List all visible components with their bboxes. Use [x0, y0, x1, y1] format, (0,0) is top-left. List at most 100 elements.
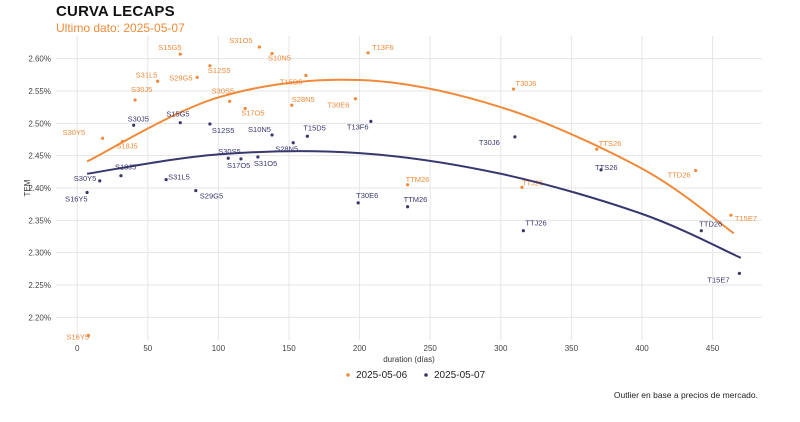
x-tick-label: 50 [143, 344, 152, 353]
point-label: T15E7 [735, 214, 757, 223]
y-tick-label: 2.55% [28, 87, 51, 96]
point-label: S15G5 [166, 110, 189, 119]
x-tick-label: 350 [565, 344, 579, 353]
point-label: T13F6 [347, 122, 369, 131]
data-point [208, 64, 212, 68]
point-label: T30E6 [327, 101, 349, 110]
data-point [513, 135, 517, 139]
legend-marker [346, 373, 350, 377]
data-point [228, 99, 232, 103]
fit-curve-series-1 [86, 78, 735, 235]
data-point [366, 51, 370, 55]
data-point [521, 229, 525, 233]
point-label: S17O5 [227, 161, 250, 170]
point-label: TTD26 [668, 171, 691, 180]
point-label: S18J5 [116, 141, 137, 150]
x-tick-label: 250 [424, 344, 438, 353]
data-point [194, 188, 198, 193]
data-point [208, 122, 212, 126]
x-tick-label: 150 [282, 344, 296, 353]
fit-curve-series-2 [86, 150, 742, 259]
point-label: S31L5 [168, 173, 190, 182]
y-tick-label: 2.35% [28, 216, 51, 225]
point-label: S18J5 [115, 163, 136, 172]
y-tick-label: 2.45% [28, 152, 51, 161]
point-label: S30J5 [131, 85, 152, 94]
data-point [511, 87, 516, 91]
data-point [100, 136, 105, 140]
data-point [270, 51, 274, 56]
legend-label: 2025-05-06 [356, 370, 408, 381]
data-point [405, 183, 410, 187]
point-label: T15D5 [280, 77, 303, 86]
y-tick-label: 2.30% [28, 249, 51, 258]
data-point [595, 147, 599, 151]
data-point [405, 205, 410, 209]
point-label: S31O5 [229, 36, 252, 45]
data-point [694, 168, 698, 173]
data-point [737, 271, 742, 275]
data-point [86, 333, 91, 338]
data-point [369, 119, 373, 123]
point-label: S30Y5 [63, 128, 86, 137]
data-point [353, 97, 357, 101]
data-point [256, 155, 260, 159]
data-point [119, 174, 123, 178]
y-tick-label: 2.50% [28, 119, 51, 128]
point-label: TTJ26 [522, 178, 543, 187]
point-label: S30J5 [128, 114, 149, 123]
point-label: S30S5 [212, 86, 235, 95]
legend-label: 2025-05-07 [434, 370, 486, 381]
legend-marker [424, 373, 428, 377]
chart-title: CURVA LECAPS [56, 3, 175, 20]
point-label: T30E6 [356, 191, 378, 200]
point-label: S16Y5 [66, 332, 89, 341]
point-label: T30J6 [479, 138, 500, 147]
point-label: S30Y5 [74, 174, 97, 183]
data-point [195, 75, 199, 79]
x-tick-label: 300 [494, 344, 508, 353]
point-label: S29G5 [169, 73, 192, 82]
chart-subtitle: Ultimo dato: 2025-05-07 [56, 21, 185, 35]
data-point [133, 98, 137, 102]
point-label: TTS26 [599, 139, 622, 148]
data-point [699, 229, 703, 233]
data-point [132, 123, 136, 127]
point-label: S17O5 [241, 108, 264, 117]
data-point [178, 121, 182, 125]
data-point [257, 45, 261, 49]
point-label: S31O5 [254, 159, 277, 168]
data-point [304, 73, 308, 78]
data-point [243, 106, 247, 111]
outlier-note: Outlier en base a precios de mercado. [613, 390, 758, 400]
data-point [270, 133, 274, 137]
x-axis-label: duration (días) [383, 355, 435, 364]
y-tick-label: 2.40% [28, 184, 51, 193]
point-label: T15E7 [707, 275, 729, 284]
x-tick-label: 200 [353, 344, 367, 353]
data-point [120, 139, 124, 144]
x-tick-label: 0 [75, 344, 80, 353]
point-label: S16Y5 [65, 195, 88, 204]
point-label: TTD26 [699, 220, 722, 229]
point-label: S29G5 [200, 192, 223, 201]
data-point [305, 134, 309, 138]
point-label: T13F6 [372, 43, 394, 52]
data-point [356, 201, 360, 205]
point-label: TTJ26 [525, 219, 546, 228]
point-label: S10N5 [248, 125, 271, 134]
point-label: S28N5 [275, 145, 298, 154]
data-point [290, 103, 294, 107]
data-point [178, 52, 182, 56]
data-point [729, 213, 733, 217]
point-label: S31L5 [136, 70, 158, 79]
data-point [226, 156, 230, 160]
point-label: TTM26 [406, 175, 430, 184]
point-label: T15D5 [303, 123, 326, 132]
y-tick-label: 2.25% [28, 281, 51, 290]
point-label: TTS26 [595, 163, 618, 172]
y-tick-label: 2.20% [28, 313, 51, 322]
data-point [98, 179, 102, 183]
data-point [599, 168, 603, 172]
